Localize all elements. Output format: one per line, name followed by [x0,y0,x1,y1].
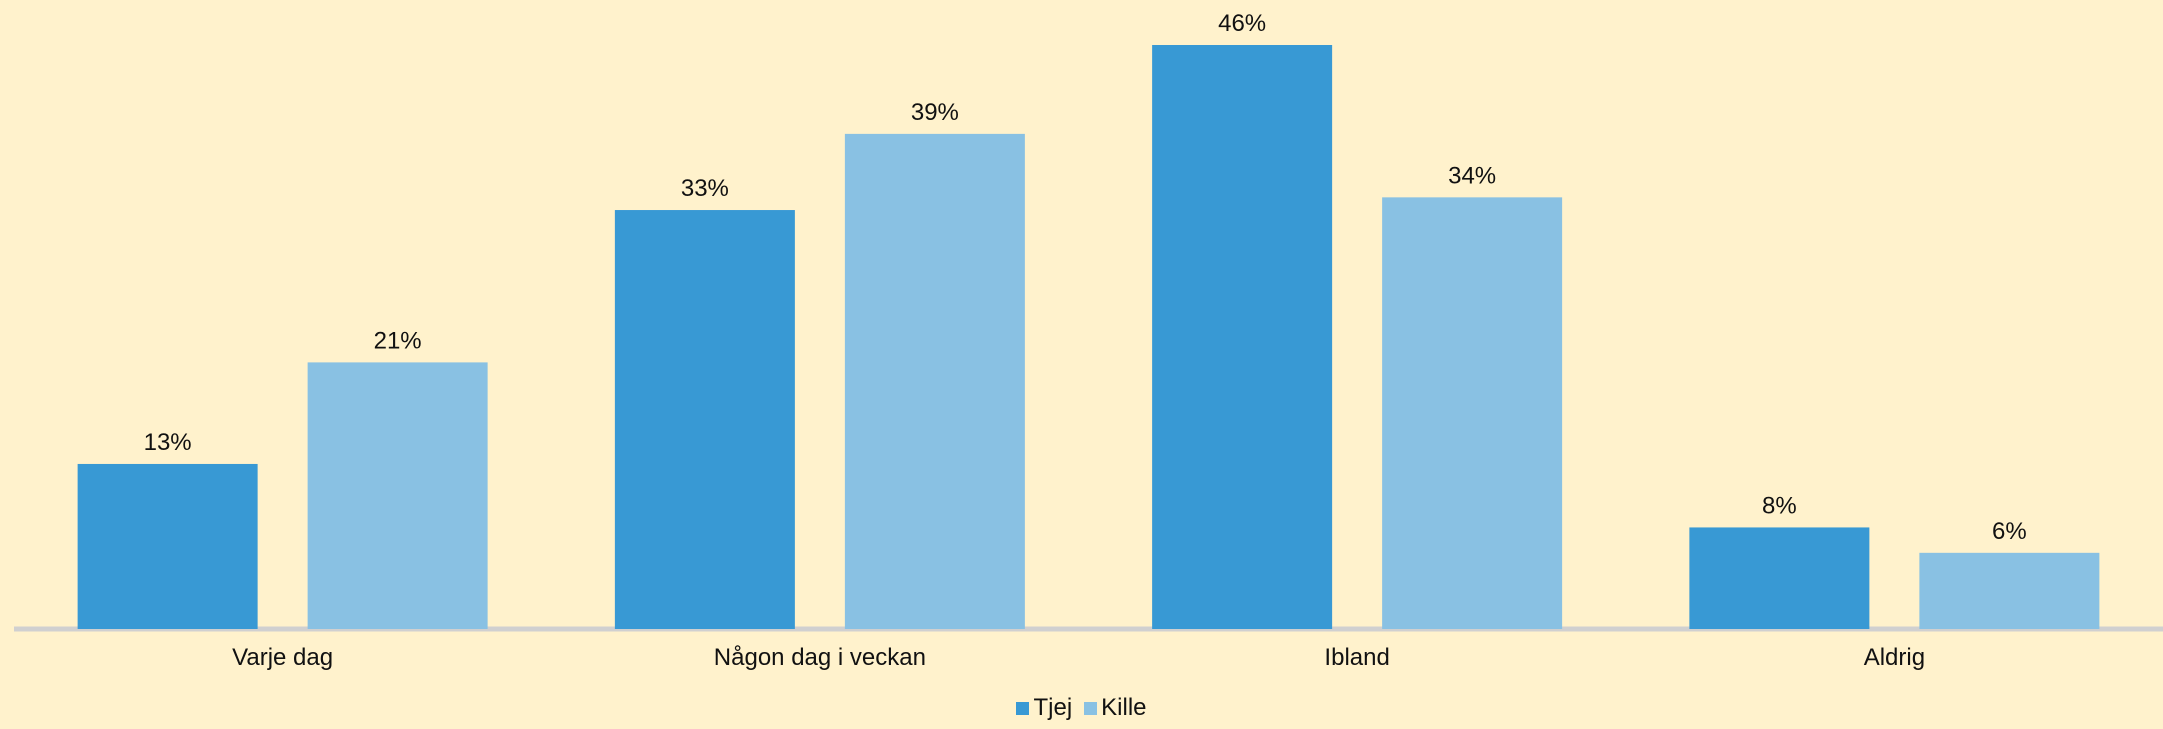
bar-tjej-2 [1152,45,1333,629]
legend-swatch-tjej [1016,701,1030,715]
data-label-kille-2: 34% [1448,162,1496,189]
category-label-3: Aldrig [1864,644,1925,671]
category-label-2: Ibland [1324,644,1389,671]
bar-tjej-3 [1689,527,1870,629]
bar-kille-3 [1919,552,2100,629]
legend-label-tjej: Tjej [1033,694,1073,721]
bar-tjej-0 [77,463,258,629]
data-label-tjej-1: 33% [681,175,729,202]
data-label-kille-1: 39% [911,99,959,126]
bar-kille-1 [844,133,1025,629]
legend-label-kille: Kille [1101,694,1147,721]
data-label-tjej-2: 46% [1218,10,1266,37]
data-label-tjej-0: 13% [144,429,192,456]
bar-kille-2 [1382,197,1563,629]
data-label-kille-0: 21% [374,327,422,354]
data-label-kille-3: 6% [1992,518,2027,545]
chart-legend: Tjej Kille [0,694,2163,722]
data-label-tjej-3: 8% [1762,492,1797,519]
legend-swatch-kille [1084,701,1098,715]
category-label-1: Någon dag i veckan [714,644,926,671]
legend-item-kille: Kille [1084,694,1147,722]
bar-kille-0 [307,362,488,629]
bar-tjej-1 [614,210,795,630]
legend-item-tjej: Tjej [1016,694,1072,722]
category-label-0: Varje dag [232,644,333,671]
